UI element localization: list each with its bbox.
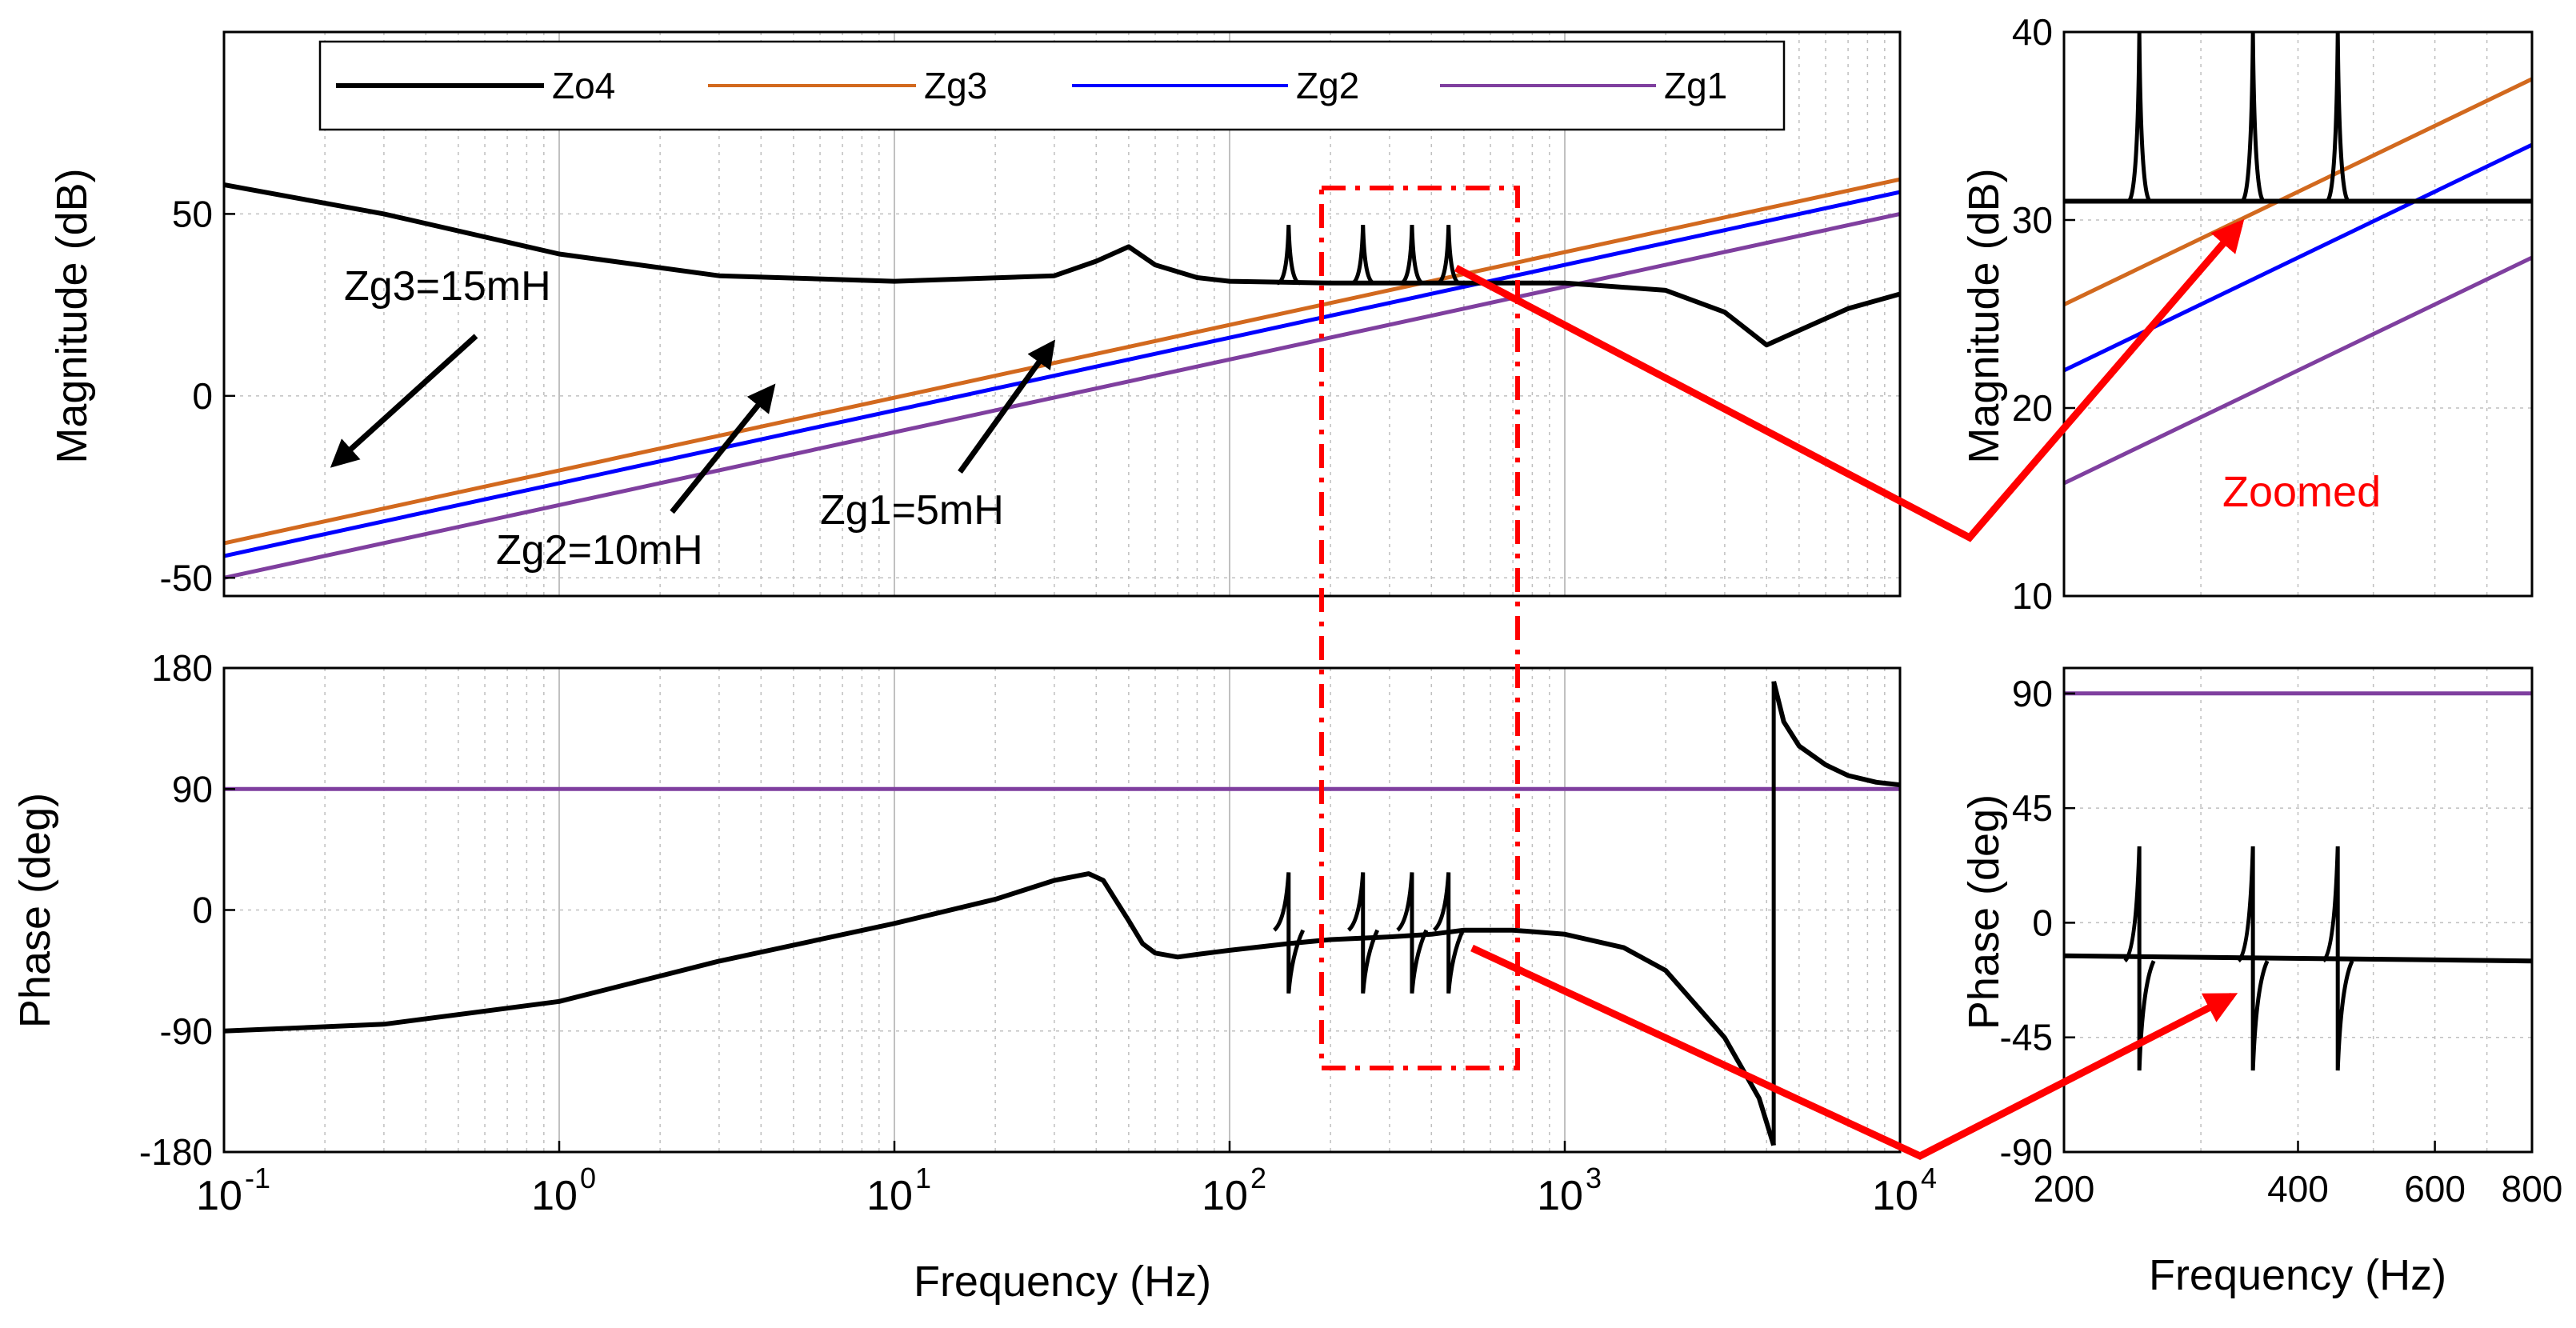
series-zg3 <box>224 177 1900 546</box>
magnitude-series <box>224 177 1900 580</box>
annotation-zg1-arrow <box>958 339 1056 474</box>
zoom-magnitude-axes-frame <box>2062 30 2534 598</box>
x-tick-exponent: 2 <box>1250 1162 1266 1194</box>
resonance-spike <box>2237 846 2270 1071</box>
zoom-phase-x-ticks: 200 400 600 800 <box>2034 1141 2563 1210</box>
zoom-magnitude-y-ticks: 10 20 30 40 <box>2012 11 2075 617</box>
zoom-phase-series <box>2064 691 2532 1071</box>
x-tick-label: 800 <box>2502 1168 2563 1210</box>
x-tick-label: 600 <box>2404 1168 2466 1210</box>
x-tick-exponent: 3 <box>1586 1162 1602 1194</box>
resonance-spike <box>2240 32 2266 203</box>
series-zo4 <box>224 871 1776 1146</box>
zoom-phase-plot: -90 -45 0 45 90 200 400 600 800 Phase (deg) Fre… <box>1960 666 2563 1299</box>
y-tick-label: 50 <box>172 193 213 234</box>
annotation-zg3: Zg3=15mH <box>344 263 551 310</box>
resonance-spike <box>2126 32 2152 203</box>
magnitude-axes-frame <box>222 30 1902 598</box>
legend-box <box>318 40 1786 131</box>
phase-x-ticks: 10 -1 10 0 10 1 10 2 10 3 10 4 <box>196 1141 1937 1219</box>
zoom-phase-xlabel: Frequency (Hz) <box>2149 1251 2446 1299</box>
resonance-spike <box>1346 872 1380 994</box>
annotation-zg3-arrow <box>330 334 478 468</box>
resonance-spike <box>1277 224 1301 286</box>
phase-grid <box>224 667 1900 1153</box>
plot-area <box>224 668 1900 1152</box>
series-zg1 <box>224 211 1900 580</box>
magnitude-plot: -50 0 50 Magnitude (dB) Zo4 Zg3 Zg2 Zg1 Zg… <box>48 30 1902 598</box>
zoom-arrow-magnitude <box>1454 218 2245 542</box>
zoom-arrow-phase <box>1470 944 2238 1161</box>
annotation-zg2-arrow <box>670 383 776 514</box>
zoom-region-box <box>1319 186 1520 1070</box>
series-zg1 <box>2064 255 2532 486</box>
x-tick-label: 10 <box>1537 1173 1583 1219</box>
phase-y-ticks: -180 -90 0 90 180 <box>139 647 235 1173</box>
x-tick-label: 10 <box>196 1173 242 1219</box>
x-tick-exponent: 1 <box>915 1162 931 1194</box>
resonance-spike <box>1396 872 1429 994</box>
y-tick-label: 180 <box>151 647 213 689</box>
x-tick-label: 400 <box>2267 1168 2329 1210</box>
x-tick-label: 200 <box>2034 1168 2095 1210</box>
series-zo4-hf <box>1771 681 1900 788</box>
resonance-spike <box>2322 846 2354 1071</box>
resonance-spike <box>1351 224 1375 286</box>
zoom-indicators <box>1319 186 2245 1161</box>
zoom-phase-grid <box>2064 668 2532 1153</box>
y-tick-label: -45 <box>2000 1017 2053 1058</box>
phase-xlabel: Frequency (Hz) <box>914 1258 1211 1306</box>
zoom-phase-ylabel: Phase (deg) <box>1960 794 2008 1030</box>
y-tick-label: 10 <box>2012 575 2053 617</box>
resonance-spike <box>1400 224 1424 286</box>
y-tick-label: 90 <box>172 768 213 810</box>
y-tick-label: 0 <box>192 890 213 931</box>
annotation-zg2: Zg2=10mH <box>496 527 703 574</box>
zoomed-label: Zoomed <box>2222 468 2381 516</box>
resonance-spike <box>1272 872 1306 994</box>
legend-entry-zg3: Zg3 <box>924 65 987 106</box>
resonance-spike <box>2325 32 2350 203</box>
y-tick-label: 40 <box>2012 11 2053 53</box>
legend: Zo4 Zg3 Zg2 Zg1 <box>318 40 1786 131</box>
zoom-phase-y-ticks: -90 -45 0 45 90 <box>2000 673 2075 1173</box>
series-zg3 <box>2064 77 2532 306</box>
y-tick-label: -50 <box>160 557 213 598</box>
y-tick-label: 0 <box>192 375 213 417</box>
resonance-spike <box>1432 872 1465 994</box>
y-tick-label: -90 <box>160 1010 213 1052</box>
zoom-magnitude-ylabel: Magnitude (dB) <box>1960 168 2008 463</box>
phase-series <box>224 681 1900 1146</box>
y-tick-label: 30 <box>2012 199 2053 241</box>
magnitude-ylabel: Magnitude (dB) <box>48 168 96 463</box>
x-tick-label: 10 <box>1202 1173 1248 1219</box>
x-tick-exponent: 0 <box>580 1162 596 1194</box>
annotation-zg1: Zg1=5mH <box>820 487 1004 534</box>
x-tick-label: 10 <box>866 1173 913 1219</box>
y-tick-label: -180 <box>139 1131 213 1173</box>
x-tick-label: 10 <box>531 1173 578 1219</box>
series-zo4 <box>224 182 1900 348</box>
legend-entry-zg2: Zg2 <box>1296 65 1359 106</box>
y-tick-label: 90 <box>2012 673 2053 714</box>
zoom-magnitude-plot: 10 20 30 40 Magnitude (dB) Zoomed <box>1960 11 2534 617</box>
y-tick-label: 45 <box>2012 787 2053 829</box>
legend-entry-zg1: Zg1 <box>1664 65 1727 106</box>
magnitude-y-ticks: -50 0 50 <box>160 193 235 598</box>
resonance-spike <box>1436 224 1461 286</box>
x-tick-exponent: 4 <box>1921 1162 1937 1194</box>
y-tick-label: -90 <box>2000 1131 2053 1173</box>
x-tick-label: 10 <box>1872 1173 1918 1219</box>
legend-entry-zo4: Zo4 <box>552 65 615 106</box>
series-zg2 <box>224 190 1900 558</box>
y-tick-label: 20 <box>2012 387 2053 429</box>
y-tick-label: 0 <box>2032 902 2053 943</box>
resonance-spike <box>2123 846 2156 1071</box>
phase-ylabel: Phase (deg) <box>11 793 59 1028</box>
series-zo4 <box>2064 953 2532 964</box>
x-tick-exponent: -1 <box>245 1162 270 1194</box>
